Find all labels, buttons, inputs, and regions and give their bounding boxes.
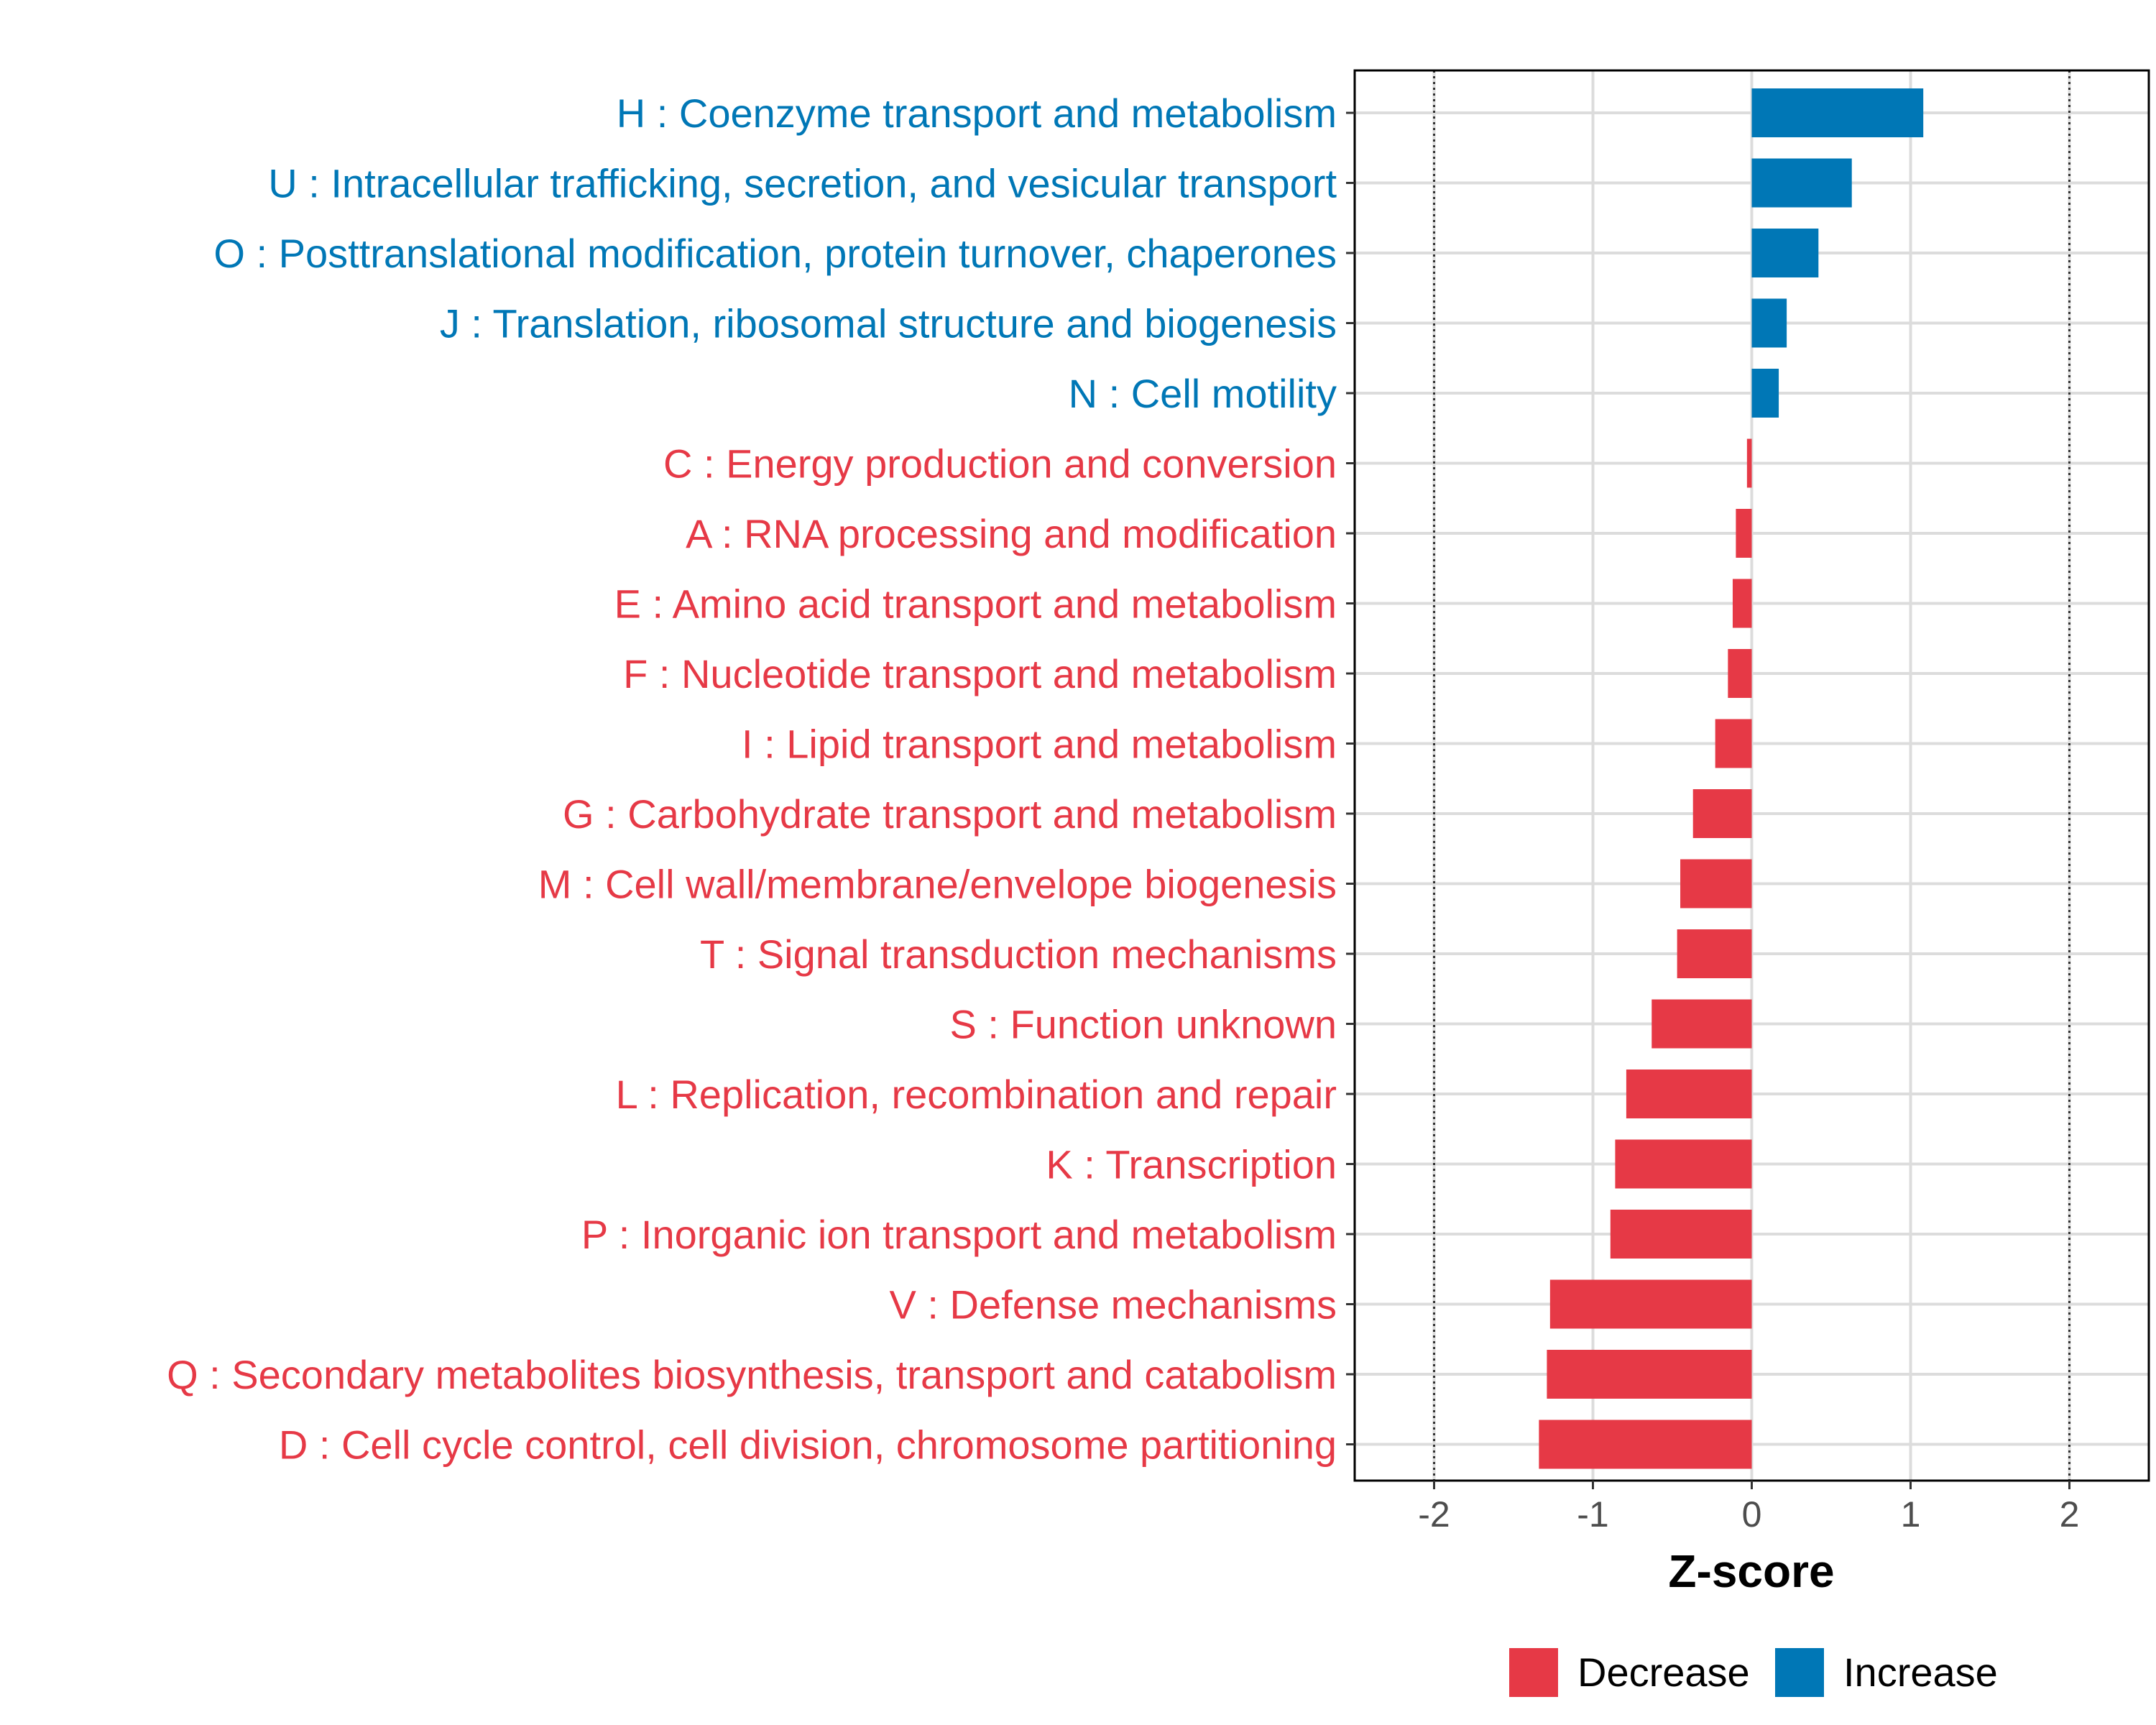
legend-label-increase: Increase	[1843, 1650, 1998, 1695]
x-tick-label: -2	[1418, 1494, 1450, 1535]
bar	[1626, 1070, 1752, 1118]
bar	[1692, 789, 1752, 838]
category-label: O : Posttranslational modification, prot…	[213, 231, 1337, 276]
legend: Decrease Increase	[1509, 1648, 1998, 1697]
category-label: I : Lipid transport and metabolism	[742, 722, 1337, 767]
bar	[1751, 369, 1779, 418]
bar	[1715, 719, 1752, 768]
legend-label-decrease: Decrease	[1577, 1650, 1750, 1695]
bar	[1751, 88, 1924, 137]
category-label: K : Transcription	[1046, 1142, 1337, 1187]
x-tick-label: 0	[1742, 1494, 1762, 1535]
legend-swatch-increase	[1775, 1648, 1824, 1697]
category-label: U : Intracellular trafficking, secretion…	[268, 161, 1337, 206]
x-axis-title: Z-score	[1668, 1545, 1834, 1597]
category-labels: H : Coenzyme transport and metabolism U :…	[167, 91, 1337, 1468]
category-label: T : Signal transduction mechanisms	[700, 932, 1337, 977]
category-label: V : Defense mechanisms	[890, 1282, 1337, 1328]
bar	[1547, 1350, 1752, 1399]
bar	[1610, 1210, 1752, 1259]
x-tick-label: -1	[1577, 1494, 1608, 1535]
bar	[1751, 229, 1819, 277]
category-label: S : Function unknown	[949, 1002, 1337, 1047]
bar	[1751, 298, 1787, 348]
bar	[1728, 649, 1752, 698]
bar	[1651, 999, 1752, 1049]
category-label: N : Cell motility	[1069, 371, 1337, 416]
bar	[1746, 438, 1752, 488]
category-label: M : Cell wall/membrane/envelope biogenes…	[538, 862, 1337, 907]
bar	[1736, 509, 1752, 558]
category-label: J : Translation, ribosomal structure and…	[440, 301, 1337, 346]
category-label: G : Carbohydrate transport and metabolis…	[563, 791, 1337, 837]
bar	[1751, 158, 1852, 208]
legend-swatch-decrease	[1509, 1648, 1558, 1697]
category-label: H : Coenzyme transport and metabolism	[617, 91, 1337, 136]
bar	[1677, 929, 1752, 978]
bar	[1539, 1420, 1752, 1469]
bar	[1615, 1139, 1752, 1189]
category-label: C : Energy production and conversion	[663, 441, 1337, 487]
bar	[1732, 579, 1752, 628]
grid-lines	[1355, 70, 2149, 1481]
category-label: L : Replication, recombination and repai…	[616, 1072, 1337, 1117]
bar	[1680, 859, 1752, 908]
y-axis-ticks	[1346, 111, 1355, 1445]
category-label: F : Nucleotide transport and metabolism	[623, 651, 1337, 696]
category-label: D : Cell cycle control, cell division, c…	[279, 1422, 1337, 1468]
category-label: Q : Secondary metabolites biosynthesis, …	[167, 1352, 1337, 1397]
x-tick-label: 2	[2060, 1494, 2080, 1535]
x-axis-ticks: -2 -1 0 1 2	[1418, 1481, 2079, 1535]
x-tick-label: 1	[1901, 1494, 1921, 1535]
category-label: A : RNA processing and modification	[686, 511, 1337, 556]
category-label: P : Inorganic ion transport and metaboli…	[581, 1212, 1337, 1257]
category-label: E : Amino acid transport and metabolism	[614, 581, 1337, 627]
bars	[1539, 88, 1924, 1469]
bar	[1549, 1279, 1752, 1329]
